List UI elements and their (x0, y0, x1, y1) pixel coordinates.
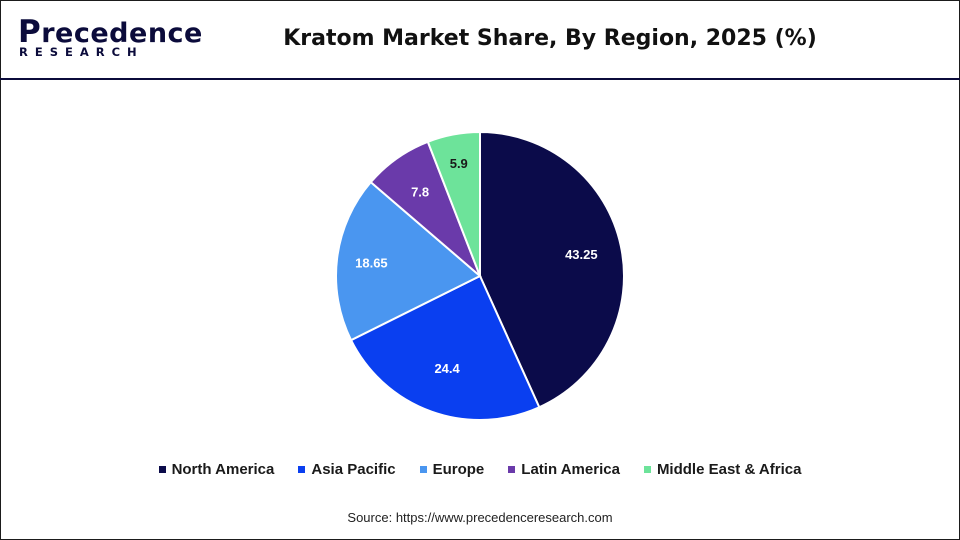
pie-slice-europe (335, 180, 482, 342)
header: Precedence RESEARCH Kratom Market Share,… (0, 0, 960, 80)
data-label-latin-america: 7.8 (411, 184, 429, 199)
legend-swatch-north-america (158, 466, 166, 473)
legend-label-europe: Europe (432, 461, 485, 478)
data-label-europe: 18.65 (355, 255, 388, 270)
legend-label-north-america: North America (171, 461, 275, 478)
legend-swatch-middle-east-and-africa (643, 466, 651, 473)
legend-item-asia-pacific: Asia Pacific (298, 461, 396, 478)
legend-swatch-latin-america (508, 466, 516, 473)
pie-slice-asia-pacific (349, 274, 541, 421)
legend-item-north-america: North America (158, 461, 275, 478)
legend-swatch-asia-pacific (298, 466, 306, 473)
source-note: Source: https://www.precedenceresearch.c… (347, 510, 613, 525)
pie-slice-middle-east-and-africa (426, 130, 481, 277)
legend: North America Asia Pacific Europe Latin Ame… (0, 461, 960, 478)
pie-slice-north-america (479, 130, 625, 409)
legend-item-middle-east-and-africa: Middle East & Africa (643, 461, 802, 478)
legend-label-latin-america: Latin America (521, 461, 620, 478)
data-label-middle-east-and-africa: 5.9 (450, 156, 468, 171)
legend-label-asia-pacific: Asia Pacific (311, 461, 396, 478)
chart-title: Kratom Market Share, By Region, 2025 (%) (283, 26, 817, 51)
data-label-north-america: 43.25 (565, 247, 598, 262)
legend-label-middle-east-and-africa: Middle East & Africa (656, 461, 802, 478)
legend-item-latin-america: Latin America (508, 461, 620, 478)
data-label-asia-pacific: 24.4 (434, 361, 460, 376)
legend-item-europe: Europe (419, 461, 485, 478)
precedence-research-logo: Precedence RESEARCH (18, 14, 202, 64)
logo-wordmark: Precedence (18, 14, 203, 50)
logo-subtitle: RESEARCH (19, 45, 144, 59)
legend-swatch-europe (419, 466, 427, 473)
